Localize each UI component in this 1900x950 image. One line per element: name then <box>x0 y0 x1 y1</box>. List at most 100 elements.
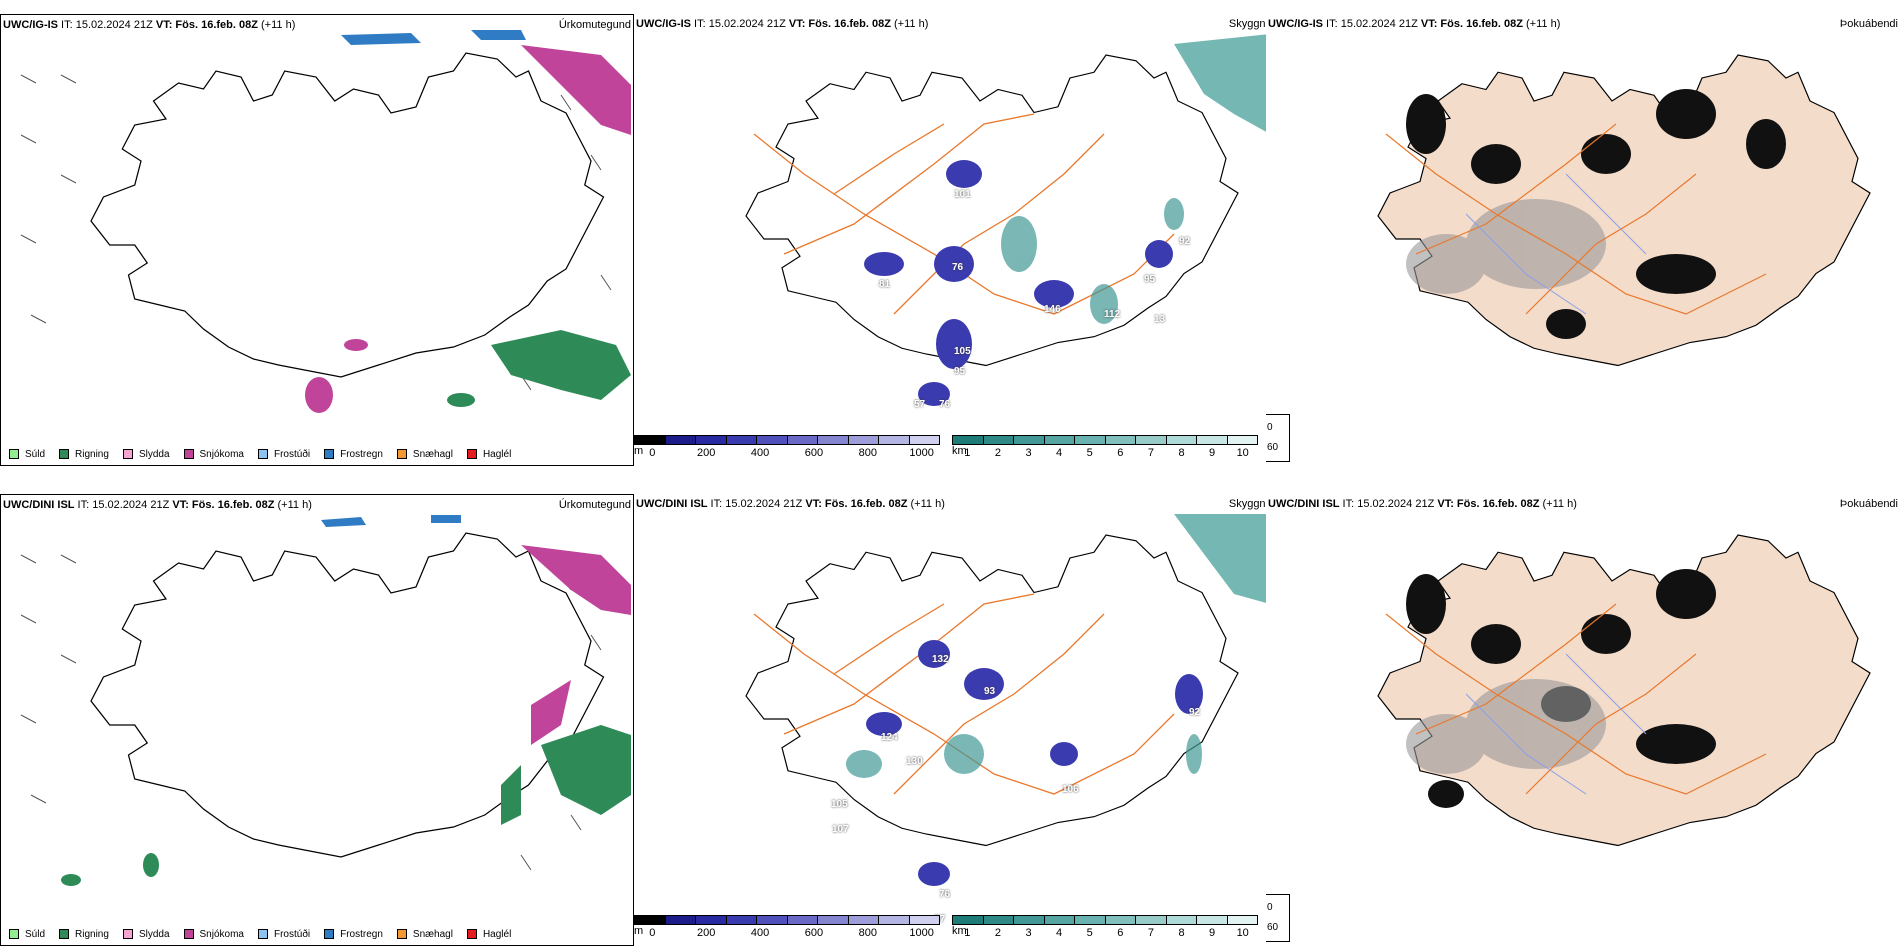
colorbar-segment <box>696 916 727 924</box>
rain-areas <box>61 725 631 886</box>
precip-panel-bottom: UWC/DINI ISL IT: 15.02.2024 21Z VT: Fös.… <box>0 494 634 946</box>
legend-swatch <box>183 929 194 939</box>
legend-swatch <box>122 929 133 939</box>
cloud-panel-top: UWC/IG-IS IT: 15.02.2024 21Z VT: Fös. 16… <box>634 14 1270 466</box>
colorbar-tick-label: 8 <box>1178 927 1185 939</box>
visibility-value-label: 95 <box>1144 274 1156 285</box>
low-ceiling-areas <box>864 160 1173 406</box>
legend-item: Slydda <box>122 449 170 460</box>
colorbar-tick-label: 200 <box>697 447 716 459</box>
visibility-value-label: 93 <box>984 686 996 697</box>
panel-title: Þokuábendi <box>1839 18 1898 30</box>
panel-header: UWC/IG-IS IT: 15.02.2024 21Z VT: Fös. 16… <box>636 18 929 30</box>
visibility-colorbar: 1 2 3 4 5 6 7 8 9 10 km <box>952 915 1258 945</box>
precip-map <box>20 515 631 886</box>
colorbar-segment <box>818 436 849 444</box>
precip-legend: Súld Rigning Slydda Snjókoma Frostúði Frostre… <box>1 443 517 465</box>
legend-item: Snjókoma <box>183 929 244 940</box>
panel-title: Þokuábendi <box>1839 498 1898 510</box>
colorbar-tick-label: 400 <box>750 447 770 459</box>
colorbar-segment <box>787 916 818 924</box>
visibility-value-label: 95 <box>954 366 966 377</box>
colorbar-segment <box>953 436 984 444</box>
colorbar-segment <box>787 436 818 444</box>
fog-panel-bottom: UWC/DINI ISL IT: 15.02.2024 21Z VT: Fös.… <box>1266 494 1900 946</box>
colorbar-tick-label: 7 <box>1147 927 1154 939</box>
colorbar-tick-label: 4 <box>1056 447 1063 459</box>
colorbar-tick-label: 6 <box>1117 447 1124 459</box>
cloud-panel-bottom: UWC/DINI ISL IT: 15.02.2024 21Z VT: Fös.… <box>634 494 1270 946</box>
visibility-value-label: 13 <box>1154 314 1166 325</box>
colorbar-segment <box>1014 916 1045 924</box>
colorbar-segment <box>1136 916 1167 924</box>
visibility-value-label: 112 <box>1104 309 1121 320</box>
colorbar-tick-label: 600 <box>804 927 824 939</box>
colorbar-tick-label: 10 <box>1236 447 1249 459</box>
legend-item: Súld <box>9 449 45 460</box>
legend-item: Frostúði <box>257 929 310 940</box>
colorbar-segment <box>909 916 939 924</box>
colorbar-segment <box>953 916 984 924</box>
panel-title: Skyggni <box>1228 498 1268 510</box>
colorbar-segment <box>635 916 666 924</box>
legend-swatch <box>396 929 407 939</box>
fog-panel-top: UWC/IG-IS IT: 15.02.2024 21Z VT: Fös. 16… <box>1266 14 1900 466</box>
colorbar-segment <box>665 916 696 924</box>
colorbar-tick-label: 10 <box>1236 927 1249 939</box>
legend-item: Haglél <box>466 929 511 940</box>
colorbar-segment <box>757 916 788 924</box>
legend-swatch <box>324 929 335 939</box>
colorbar-tick-label: 0 <box>649 447 656 459</box>
cloud-map <box>745 514 1270 886</box>
fog-map <box>1377 54 1871 367</box>
panel-header: UWC/IG-IS IT: 15.02.2024 21Z VT: Fös. 16… <box>3 19 296 31</box>
legend-swatch <box>466 929 477 939</box>
colorbar-tick-label: 8 <box>1178 447 1185 459</box>
colorbar-tick-label: 400 <box>750 927 770 939</box>
colorbar-segment <box>1197 436 1228 444</box>
rain-areas <box>447 330 631 407</box>
colorbar-segment <box>1044 916 1075 924</box>
fog-legend: 0 60 <box>1266 894 1290 942</box>
legend-label: Súld <box>25 448 46 460</box>
colorbar-segment <box>1197 916 1228 924</box>
fog-index-gray <box>1406 199 1606 294</box>
visibility-colorbar: 1 2 3 4 5 6 7 8 9 10 km <box>952 435 1258 465</box>
visibility-areas <box>1001 198 1184 324</box>
colorbar-segment <box>1227 916 1257 924</box>
panel-title: Skyggni <box>1228 18 1268 30</box>
precip-legend: Súld Rigning Slydda Snjókoma Frostúði Frostre… <box>1 923 517 945</box>
colorbar-segment <box>696 436 727 444</box>
legend-swatch <box>183 449 194 459</box>
legend-label: Frostregn <box>340 928 383 940</box>
legend-label: Súld <box>25 928 46 940</box>
visibility-value-label: 107 <box>832 824 849 835</box>
panel-header: UWC/IG-IS IT: 15.02.2024 21Z VT: Fös. 16… <box>1268 18 1561 30</box>
visibility-value-label: 76 <box>939 889 951 900</box>
legend-swatch <box>59 449 70 459</box>
visibility-value-label: 106 <box>1062 784 1079 795</box>
colorbar-tick-label: 800 <box>858 447 877 459</box>
colorbar-tick-label: 5 <box>1086 927 1093 939</box>
colorbar-segment <box>1075 436 1106 444</box>
colorbar-tick-label: 0 <box>649 927 656 939</box>
legend-item: Haglél <box>466 449 511 460</box>
colorbar-tick-label: 9 <box>1209 447 1216 459</box>
panel-header: UWC/DINI ISL IT: 15.02.2024 21Z VT: Fös.… <box>3 499 312 511</box>
visibility-value-label: 57 <box>914 399 926 410</box>
snow-areas <box>305 45 631 413</box>
legend-item: Rigning <box>59 929 109 940</box>
fog-legend: 0 60 <box>1266 414 1290 462</box>
colorbar-tick-label: 1000 <box>909 447 934 459</box>
visibility-value-label: 92 <box>1179 236 1191 247</box>
legend-swatch <box>59 929 70 939</box>
colorbar-tick-label: 2 <box>994 927 1001 939</box>
colorbar-segment <box>983 436 1014 444</box>
legend-item: Rigning <box>59 449 109 460</box>
ceiling-colorbar: 0 200 400 600 800 1000 m <box>634 915 940 945</box>
colorbar-segment <box>635 436 666 444</box>
visibility-value-label: 124 <box>881 732 898 743</box>
colorbar-segment <box>1014 436 1045 444</box>
colorbar-tick-label: 7 <box>1147 447 1154 459</box>
colorbar-segment <box>1075 916 1106 924</box>
